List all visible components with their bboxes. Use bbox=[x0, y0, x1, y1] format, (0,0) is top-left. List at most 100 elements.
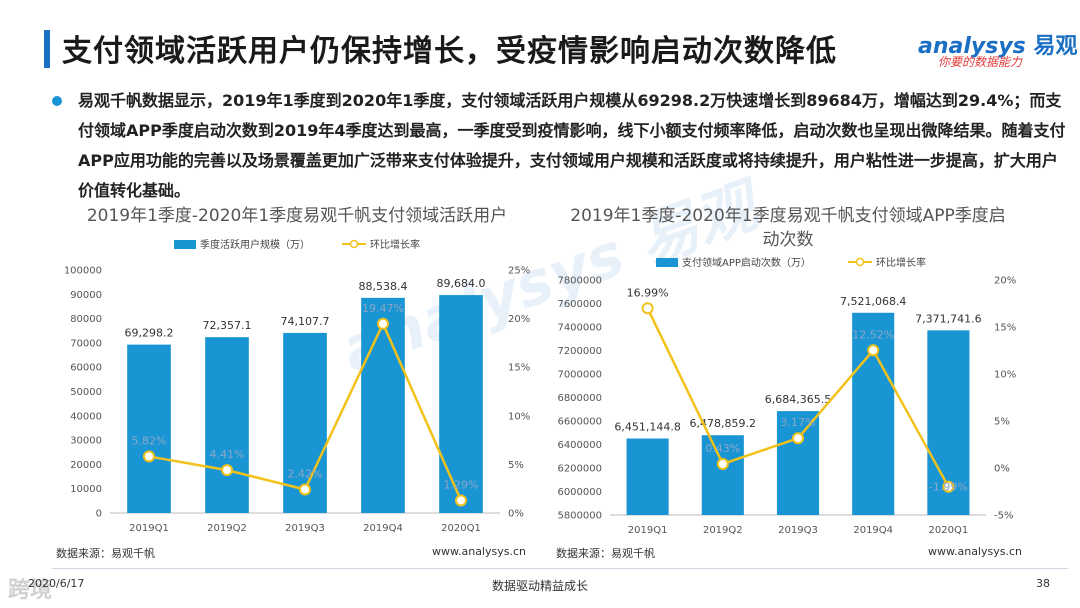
x-tick-label: 2019Q3 bbox=[778, 525, 818, 536]
legend-bar-label: 支付领域APP启动次数（万） bbox=[682, 256, 811, 269]
growth-rate-point bbox=[143, 450, 155, 463]
legend-bar-label: 季度活跃用户规模（万） bbox=[200, 238, 310, 251]
x-tick-label: 2020Q1 bbox=[929, 525, 969, 536]
bar bbox=[127, 344, 171, 513]
x-tick-label: 2019Q1 bbox=[628, 525, 668, 536]
y-tick-label: 10000 bbox=[70, 484, 102, 495]
y-tick-label: 6200000 bbox=[557, 464, 602, 475]
logo-slogan: 你要的数据能力 bbox=[938, 55, 1023, 69]
y-tick-label: 7000000 bbox=[557, 370, 602, 381]
growth-rate-label: 2.42% bbox=[288, 467, 323, 480]
y-tick-label: 6400000 bbox=[557, 440, 602, 451]
bar-value-label: 89,684.0 bbox=[437, 277, 486, 290]
y-tick-label: 5800000 bbox=[557, 511, 602, 522]
bar-value-label: 7,521,068.4 bbox=[840, 295, 906, 308]
analysys-logo: analysys 易观 你要的数据能力 bbox=[918, 28, 1077, 72]
bar bbox=[439, 295, 483, 513]
growth-rate-point bbox=[299, 483, 311, 496]
footer-divider bbox=[52, 568, 1068, 569]
legend-line-label: 环比增长率 bbox=[370, 238, 420, 251]
legend-line-marker bbox=[855, 257, 865, 267]
growth-rate-label: 5.82% bbox=[132, 434, 167, 447]
y-tick-label: 7600000 bbox=[557, 299, 602, 310]
bar-value-label: 6,684,365.5 bbox=[765, 393, 831, 406]
x-tick-label: 2019Q2 bbox=[207, 523, 247, 534]
bar bbox=[626, 438, 669, 515]
y2-tick-label: 20% bbox=[994, 276, 1016, 287]
y-tick-label: 7800000 bbox=[557, 276, 602, 287]
growth-rate-point bbox=[942, 480, 955, 493]
chart-title-text: 2019年1季度-2020年1季度易观千帆支付领域APP季度启动次数 bbox=[570, 206, 1006, 250]
y-tick-label: 100000 bbox=[64, 266, 102, 277]
y-tick-label: 90000 bbox=[70, 290, 102, 301]
y-tick-label: 60000 bbox=[70, 363, 102, 374]
x-tick-label: 2019Q2 bbox=[703, 525, 743, 536]
source-url[interactable]: www.analysys.cn bbox=[928, 545, 1022, 558]
y-tick-label: 80000 bbox=[70, 314, 102, 325]
y2-tick-label: -5% bbox=[994, 511, 1013, 522]
x-tick-label: 2019Q4 bbox=[853, 525, 893, 536]
growth-rate-label: 3.17% bbox=[781, 416, 816, 429]
logo-cn: 易观 bbox=[1033, 34, 1078, 59]
y2-tick-label: 15% bbox=[994, 323, 1016, 334]
y-tick-label: 7200000 bbox=[557, 346, 602, 357]
y2-tick-label: 5% bbox=[994, 417, 1010, 428]
y2-tick-label: 5% bbox=[508, 460, 524, 471]
growth-rate-point bbox=[716, 457, 729, 470]
growth-rate-point bbox=[792, 432, 804, 445]
data-source: 数据来源：易观千帆 bbox=[556, 547, 655, 560]
y2-tick-label: 15% bbox=[508, 363, 530, 374]
y2-tick-label: 0% bbox=[994, 464, 1010, 475]
bar-value-label: 74,107.7 bbox=[281, 315, 330, 328]
legend-bar-swatch bbox=[656, 258, 678, 267]
y-tick-label: 30000 bbox=[70, 436, 102, 447]
y2-tick-label: 10% bbox=[508, 411, 530, 422]
bar bbox=[205, 337, 249, 513]
legend-bar-swatch bbox=[174, 240, 196, 249]
y2-tick-label: 25% bbox=[508, 266, 530, 277]
growth-rate-label: 12.52% bbox=[852, 328, 894, 341]
y-tick-label: 6800000 bbox=[557, 393, 602, 404]
bar bbox=[361, 297, 405, 513]
summary-paragraph: 易观千帆数据显示，2019年1季度到2020年1季度，支付领域活跃用户规模从69… bbox=[78, 91, 1066, 200]
bar bbox=[701, 435, 744, 515]
bar-value-label: 88,538.4 bbox=[359, 280, 408, 293]
data-source: 数据来源：易观千帆 bbox=[56, 547, 155, 560]
growth-rate-point bbox=[221, 464, 233, 477]
chart-title: 2019年1季度-2020年1季度易观千帆支付领域APP季度启动次数 bbox=[568, 204, 1008, 252]
y2-tick-label: 20% bbox=[508, 314, 530, 325]
growth-rate-point bbox=[377, 317, 389, 330]
bar-value-label: 69,298.2 bbox=[125, 327, 174, 340]
bar-value-label: 7,371,741.6 bbox=[915, 312, 981, 325]
growth-rate-point bbox=[641, 302, 654, 315]
logo-wordmark: analysys 易观 bbox=[918, 28, 1077, 60]
growth-rate-label: 16.99% bbox=[627, 286, 669, 299]
growth-rate-point bbox=[455, 494, 467, 507]
chart-svg: 支付领域APP启动次数（万） 环比增长率 5800000 6000000 6200000… bbox=[557, 256, 1016, 536]
y-tick-label: 0 bbox=[96, 509, 102, 520]
chart-legend: 支付领域APP启动次数（万） 环比增长率 bbox=[656, 256, 926, 269]
y-tick-label: 70000 bbox=[70, 338, 102, 349]
footer-date: 2020/6/17 bbox=[28, 577, 85, 590]
source-url[interactable]: www.analysys.cn bbox=[432, 545, 526, 558]
bar bbox=[852, 312, 895, 515]
growth-rate-label: 4.41% bbox=[210, 448, 245, 461]
chart-legend: 季度活跃用户规模（万） 环比增长率 bbox=[174, 238, 420, 251]
footer-slogan: 数据驱动精益成长 bbox=[491, 579, 588, 593]
chart-active-users: 2019年1季度-2020年1季度易观千帆支付领域活跃用户 季度活跃用户规模（万… bbox=[52, 200, 542, 560]
bar-value-label: 72,357.1 bbox=[203, 319, 252, 332]
corner-watermark: 跨境 bbox=[8, 578, 53, 603]
page-title: 支付领域活跃用户仍保持增长，受疫情影响启动次数降低 bbox=[62, 34, 837, 69]
title-accent-bar bbox=[44, 30, 50, 68]
logo-en: analysys bbox=[918, 34, 1026, 59]
legend-line-marker bbox=[349, 239, 359, 249]
growth-rate-label: -1.99% bbox=[929, 481, 968, 494]
bar-value-label: 6,478,859.2 bbox=[690, 417, 756, 430]
y-tick-label: 20000 bbox=[70, 460, 102, 471]
y-tick-label: 40000 bbox=[70, 411, 102, 422]
legend-line-label: 环比增长率 bbox=[876, 256, 926, 269]
page-number: 38 bbox=[1036, 577, 1050, 590]
growth-rate-label: 1.29% bbox=[444, 478, 479, 491]
x-tick-label: 2019Q1 bbox=[129, 523, 169, 534]
bar-value-label: 6,451,144.8 bbox=[614, 420, 680, 433]
